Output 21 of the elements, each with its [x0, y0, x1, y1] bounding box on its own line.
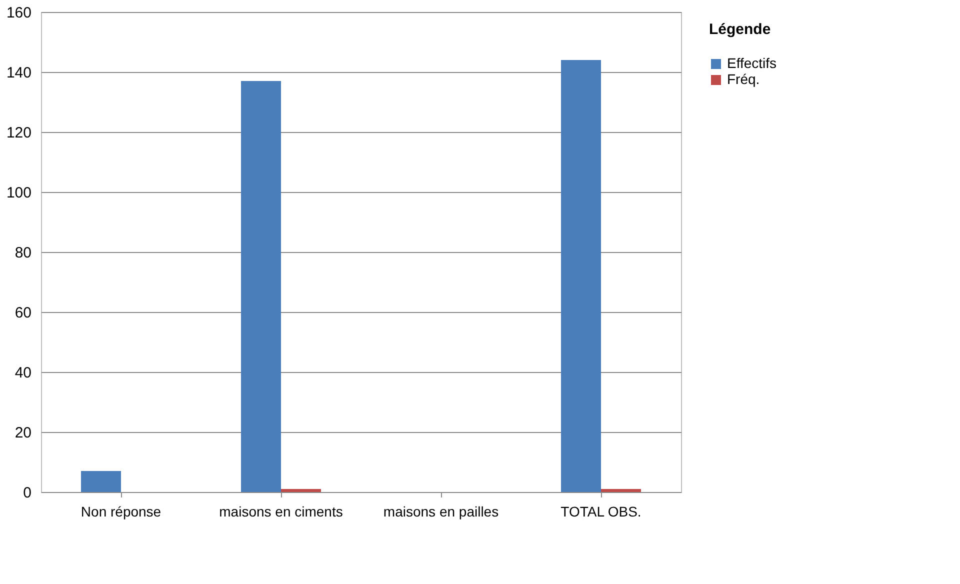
y-tick-label: 140	[6, 64, 32, 82]
x-tick-label: maisons en ciments	[219, 504, 343, 520]
x-tick-label: TOTAL OBS.	[560, 504, 642, 520]
y-tick-label: 160	[6, 4, 32, 22]
x-tick-label: maisons en pailles	[383, 504, 499, 520]
y-tick-label: 20	[14, 424, 32, 442]
bar	[601, 489, 641, 492]
y-tick-label: 0	[23, 484, 32, 502]
y-tick-label: 80	[14, 244, 32, 262]
legend-title: Légende	[709, 21, 771, 38]
bar	[241, 81, 281, 492]
legend-label: Effectifs	[727, 55, 777, 71]
y-tick-label: 100	[6, 184, 32, 202]
bar	[281, 489, 321, 492]
y-tick-label: 40	[14, 364, 32, 382]
y-tick-label: 60	[14, 304, 32, 322]
y-tick-label: 120	[6, 124, 32, 142]
legend-label: Fréq.	[727, 71, 760, 87]
bar	[81, 471, 121, 492]
bar	[561, 60, 601, 492]
x-tick-label: Non réponse	[80, 504, 162, 520]
